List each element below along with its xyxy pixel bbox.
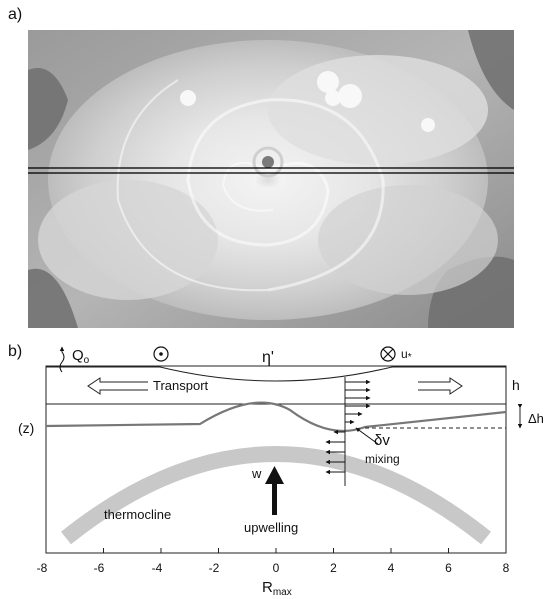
convective-towers <box>180 71 435 132</box>
mixing-label: mixing <box>365 452 400 466</box>
out-of-page-symbol <box>153 346 169 362</box>
x-tick-label: 6 <box>445 561 452 575</box>
panel-a-label: a) <box>8 6 23 23</box>
z-axis-label: (z) <box>18 420 34 436</box>
heat-flux-wavy-arrow <box>59 346 65 373</box>
x-tick-label: 2 <box>330 561 337 575</box>
mixed-layer-base-curve <box>45 401 507 433</box>
eye-wall <box>252 146 284 178</box>
cross-section-strip <box>28 167 514 174</box>
hurricane-satellite-image <box>28 30 514 328</box>
thermocline-band <box>61 446 491 545</box>
shear-label: δv <box>374 432 390 449</box>
upwelling-label: upwelling <box>244 520 298 535</box>
x-tick-label: -2 <box>209 561 220 575</box>
into-page-symbol <box>380 346 396 362</box>
heat-flux-label: Qo <box>72 347 90 366</box>
mixing-pointer-arrow <box>355 427 379 445</box>
x-tick-label: -4 <box>152 561 163 575</box>
x-tick-label: 0 <box>273 561 280 575</box>
panel-b-label: b) <box>8 343 23 360</box>
thermocline-label: thermocline <box>104 507 171 522</box>
sea-surface-line <box>46 366 506 382</box>
spiral-bands <box>116 79 385 292</box>
surface-elevation-label: η' <box>262 349 274 366</box>
x-axis-tick-labels: -8 -6 -4 -2 0 2 4 6 8 <box>37 561 510 575</box>
depth-change-label: Δh <box>528 411 544 426</box>
x-tick-label: 4 <box>388 561 395 575</box>
x-tick-label: 8 <box>503 561 510 575</box>
ocean-response-diagram: Qo η' u* Transport h Δh (z) δv mixing w … <box>18 346 544 598</box>
x-axis-label: Rmax <box>262 579 292 598</box>
friction-velocity-label: u* <box>401 347 412 363</box>
x-axis-ticks <box>45 548 507 553</box>
upwelling-arrow <box>265 466 284 515</box>
w-label: w <box>251 466 262 481</box>
hurricane-eye <box>262 156 274 168</box>
x-tick-label: -8 <box>37 561 48 575</box>
transport-right-arrow <box>418 377 463 395</box>
transport-left-arrow <box>87 377 148 395</box>
x-tick-label: -6 <box>94 561 105 575</box>
velocity-profile-arrows <box>325 379 371 475</box>
transport-label: Transport <box>153 378 209 393</box>
layer-depth-label: h <box>512 377 520 393</box>
